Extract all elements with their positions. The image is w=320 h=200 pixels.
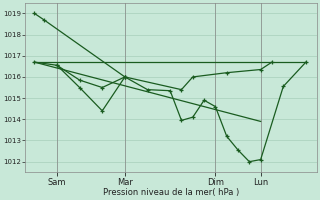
X-axis label: Pression niveau de la mer( hPa ): Pression niveau de la mer( hPa ) bbox=[103, 188, 239, 197]
